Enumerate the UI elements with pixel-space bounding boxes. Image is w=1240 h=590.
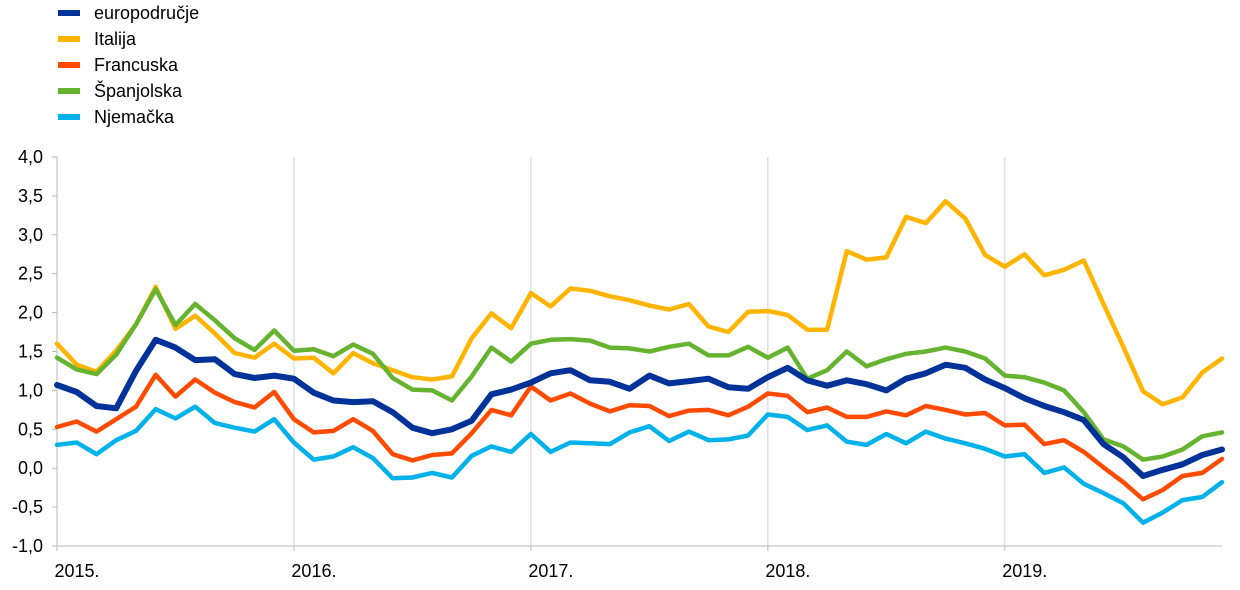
- y-tick-label: 2,5: [18, 264, 43, 284]
- legend-item-spanjolska: Španjolska: [58, 78, 199, 104]
- chart-series: [54, 199, 1225, 525]
- y-tick-label: 0,0: [18, 458, 43, 478]
- legend-swatch: [58, 114, 80, 120]
- chart-axes: -1,0 -0,5 0,0 0,5 1,0 1,5 2,0 2,5 3,0 3,5 4,0 2015.…: [12, 147, 1222, 581]
- y-tick-label: 1,0: [18, 380, 43, 400]
- series-line-španjolska: [54, 287, 1225, 462]
- legend-label: Njemačka: [94, 106, 175, 127]
- y-tick-label: 3,0: [18, 225, 43, 245]
- legend-swatch: [58, 88, 80, 94]
- x-tick-label: 2015.: [54, 561, 99, 581]
- legend-swatch: [58, 36, 80, 42]
- legend-swatch: [58, 62, 80, 68]
- y-tick-label: -1,0: [12, 536, 43, 556]
- legend-label: europodručje: [94, 2, 200, 23]
- x-tick-label: 2017.: [528, 561, 573, 581]
- y-tick-label: 2,0: [18, 303, 43, 323]
- y-tick-label: 3,5: [18, 186, 43, 206]
- series-line-francuska: [54, 372, 1225, 502]
- legend-item-njemacka: Njemačka: [58, 104, 199, 130]
- chart-grid: [56, 157, 1006, 546]
- legend-item-europodrucje: europodručje: [58, 0, 199, 26]
- series-line-italija: [54, 199, 1225, 407]
- legend-label: Španjolska: [94, 80, 183, 101]
- y-tick-label: 1,5: [18, 342, 43, 362]
- legend-swatch: [58, 10, 80, 16]
- legend-label: Francuska: [94, 54, 179, 75]
- y-tick-label: 4,0: [18, 147, 43, 167]
- series-line-njemačka: [54, 404, 1225, 525]
- x-tick-label: 2018.: [765, 561, 810, 581]
- x-tick-label: 2019.: [1002, 561, 1047, 581]
- chart-legend: europodručje Italija Francuska Španjolsk…: [58, 0, 199, 130]
- legend-item-italija: Italija: [58, 26, 199, 52]
- y-tick-label: -0,5: [12, 497, 43, 517]
- series-line-europodručje: [54, 336, 1225, 479]
- y-tick-label: 0,5: [18, 419, 43, 439]
- x-tick-label: 2016.: [291, 561, 336, 581]
- legend-label: Italija: [94, 28, 137, 49]
- legend-item-francuska: Francuska: [58, 52, 199, 78]
